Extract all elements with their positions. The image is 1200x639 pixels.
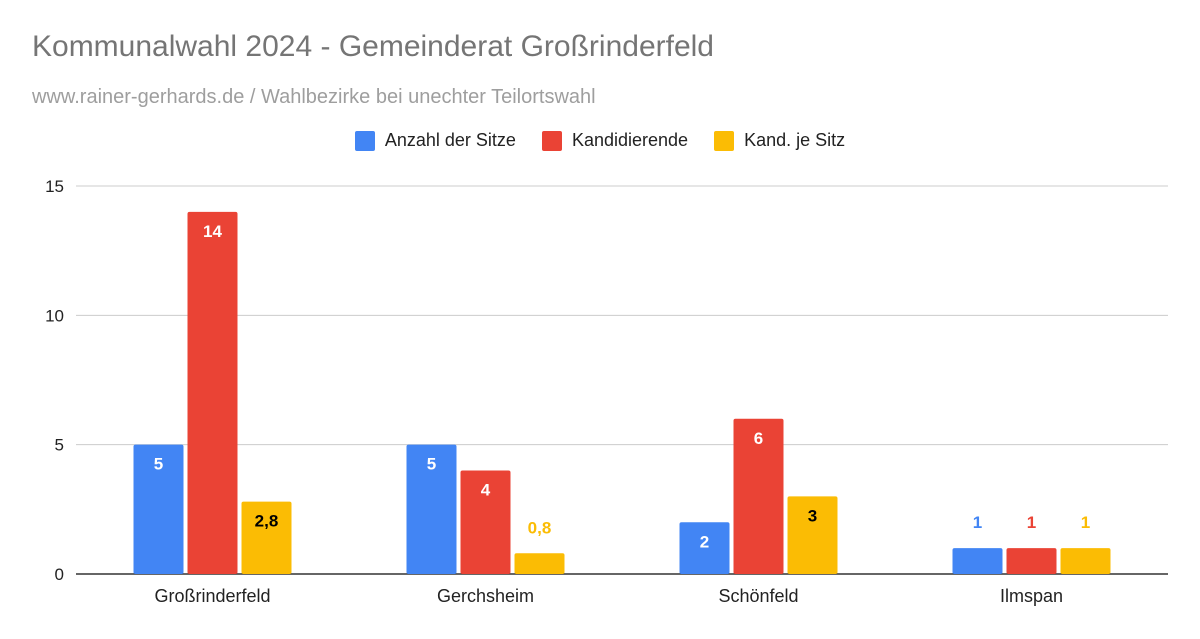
bar-kandidierende-grossrinderfeld[interactable]: [187, 211, 238, 574]
legend-item-candidates[interactable]: Kandidierende: [541, 130, 689, 151]
data-label: 14: [203, 222, 222, 241]
chart-subtitle: www.rainer-gerhards.de / Wahlbezirke bei…: [32, 86, 596, 108]
data-label: 6: [754, 429, 763, 448]
bar-anzahl-der-sitze-grossrinderfeld[interactable]: [133, 444, 184, 574]
data-label: 5: [154, 455, 163, 474]
legend-item-candidates-per-seat[interactable]: Kand. je Sitz: [714, 130, 845, 151]
bar-kandidierende-schoenfeld[interactable]: [733, 418, 784, 574]
x-tick-label: Gerchsheim: [437, 586, 534, 606]
y-tick-label: 10: [45, 306, 64, 325]
legend-label-candidates-per-seat: Kand. je Sitz: [744, 130, 846, 150]
legend: Anzahl der Sitze Kandidierende Kand. je …: [0, 130, 1200, 151]
data-label: 3: [808, 506, 817, 525]
bar-kandidierende-gerchsheim[interactable]: [460, 470, 511, 574]
legend-item-seats[interactable]: Anzahl der Sitze: [354, 130, 516, 151]
bar-kandidierende-ilmspan[interactable]: [1006, 548, 1057, 574]
data-label: 0,8: [528, 518, 552, 537]
bar-anzahl-der-sitze-schoenfeld[interactable]: [679, 522, 730, 574]
bar-kand-je-sitz-schoenfeld[interactable]: [787, 496, 838, 574]
y-tick-label: 15: [45, 177, 64, 196]
legend-label-candidates: Kandidierende: [571, 130, 689, 150]
data-label: 5: [427, 455, 436, 474]
bar-anzahl-der-sitze-ilmspan[interactable]: [952, 548, 1003, 574]
data-label: 1: [1081, 513, 1090, 532]
legend-swatch-candidates-per-seat: [714, 130, 735, 151]
bar-kand-je-sitz-grossrinderfeld[interactable]: [241, 501, 292, 574]
data-label: 1: [1027, 513, 1036, 532]
bar-kand-je-sitz-gerchsheim[interactable]: [514, 553, 565, 574]
x-tick-label: Großrinderfeld: [154, 586, 270, 606]
legend-swatch-candidates: [541, 130, 562, 151]
data-label: 2: [700, 532, 709, 551]
data-label: 4: [481, 481, 491, 500]
bar-kand-je-sitz-ilmspan[interactable]: [1060, 548, 1111, 574]
x-tick-label: Schönfeld: [718, 586, 798, 606]
data-label: 1: [973, 513, 982, 532]
legend-swatch-seats: [354, 130, 375, 151]
bar-anzahl-der-sitze-gerchsheim[interactable]: [406, 444, 457, 574]
y-tick-label: 5: [55, 436, 64, 455]
legend-label-seats: Anzahl der Sitze: [384, 130, 516, 150]
data-label: 2,8: [255, 512, 279, 531]
x-tick-label: Ilmspan: [1000, 586, 1063, 606]
y-tick-label: 0: [55, 565, 64, 584]
chart-title: Kommunalwahl 2024 - Gemeinderat Großrind…: [32, 30, 714, 63]
